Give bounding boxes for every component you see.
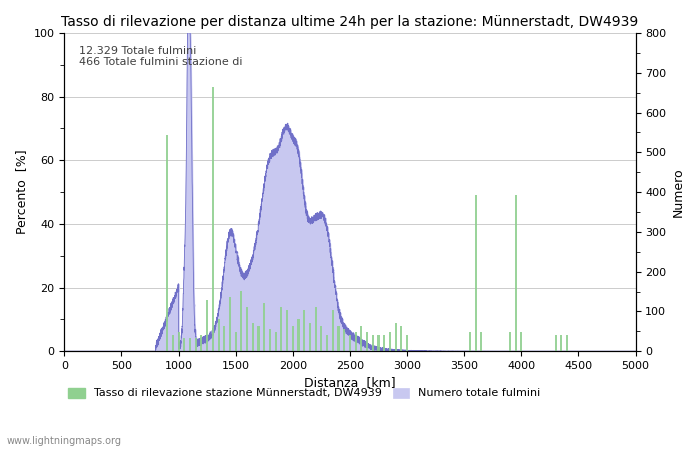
Bar	[292, 326, 294, 351]
Bar	[554, 335, 556, 351]
Legend: Tasso di rilevazione stazione Münnerstadt, DW4939, Numero totale fulmini: Tasso di rilevazione stazione Münnerstad…	[64, 383, 545, 403]
Bar	[406, 335, 408, 351]
Bar	[326, 335, 328, 351]
Bar	[566, 335, 568, 351]
Bar	[200, 335, 202, 351]
Bar	[514, 195, 517, 351]
Bar	[389, 332, 391, 351]
Bar	[189, 338, 191, 351]
Bar	[195, 338, 197, 351]
Bar	[560, 335, 562, 351]
Bar	[395, 323, 397, 351]
Bar	[223, 326, 225, 351]
Bar	[480, 332, 482, 351]
Bar	[366, 332, 368, 351]
Bar	[321, 326, 323, 351]
Bar	[475, 195, 477, 351]
Bar	[309, 323, 311, 351]
Title: Tasso di rilevazione per distanza ultime 24h per la stazione: Münnerstadt, DW493: Tasso di rilevazione per distanza ultime…	[62, 15, 638, 29]
Bar	[263, 303, 265, 351]
Y-axis label: Percento  [%]: Percento [%]	[15, 150, 28, 234]
Bar	[469, 332, 471, 351]
Bar	[183, 338, 186, 351]
Bar	[258, 326, 260, 351]
Bar	[383, 335, 385, 351]
Bar	[274, 332, 277, 351]
Bar	[314, 306, 316, 351]
Bar	[218, 320, 220, 351]
Bar	[246, 306, 248, 351]
Bar	[372, 335, 374, 351]
Bar	[281, 306, 282, 351]
Bar	[343, 329, 345, 351]
Bar	[212, 87, 214, 351]
Bar	[377, 335, 379, 351]
Bar	[509, 332, 511, 351]
Text: www.lightningmaps.org: www.lightningmaps.org	[7, 436, 122, 446]
Bar	[360, 326, 363, 351]
Bar	[252, 323, 254, 351]
X-axis label: Distanza  [km]: Distanza [km]	[304, 377, 396, 389]
Bar	[234, 332, 237, 351]
Bar	[229, 297, 231, 351]
Bar	[206, 300, 208, 351]
Bar	[355, 332, 357, 351]
Bar	[337, 326, 340, 351]
Bar	[349, 335, 351, 351]
Y-axis label: Numero: Numero	[672, 167, 685, 217]
Bar	[178, 332, 180, 351]
Bar	[269, 329, 271, 351]
Bar	[166, 135, 168, 351]
Bar	[303, 310, 305, 351]
Bar	[172, 335, 174, 351]
Bar	[286, 310, 288, 351]
Bar	[240, 291, 242, 351]
Bar	[400, 326, 402, 351]
Bar	[298, 320, 300, 351]
Text: 12.329 Totale fulmini
466 Totale fulmini stazione di: 12.329 Totale fulmini 466 Totale fulmini…	[78, 45, 242, 67]
Bar	[520, 332, 522, 351]
Bar	[332, 310, 334, 351]
